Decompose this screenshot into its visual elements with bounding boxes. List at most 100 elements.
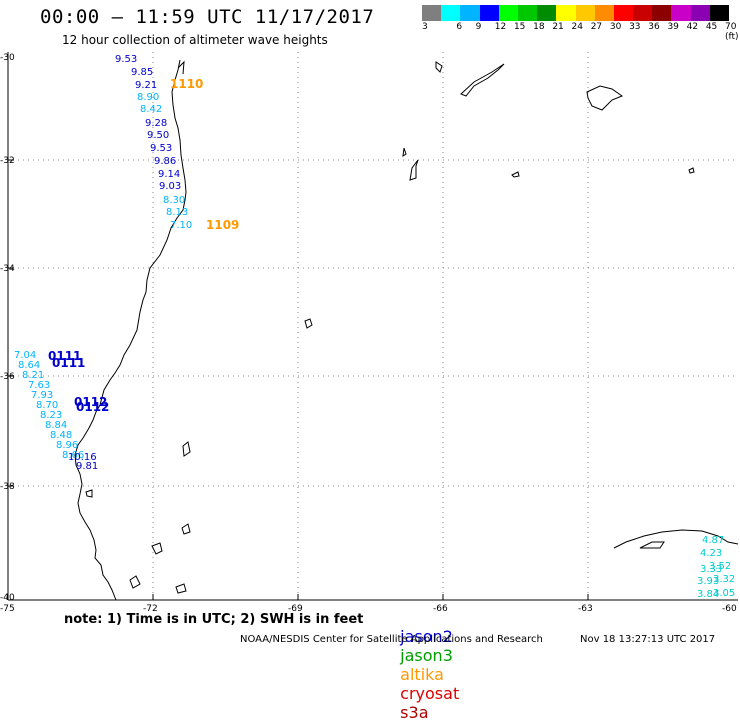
- chile-coastline: [74, 59, 187, 601]
- island: [181, 523, 191, 535]
- colorbar-swatch: [594, 5, 614, 21]
- pass-time: 0111: [48, 349, 81, 363]
- swh-value: 3.33: [700, 564, 722, 575]
- colorbar-swatch: [671, 5, 691, 21]
- colorbar-swatch: [537, 5, 557, 21]
- swh-value: 7.93: [31, 390, 53, 401]
- pass-time: 1110: [170, 77, 203, 91]
- colorbar-label: 6: [456, 22, 463, 32]
- swh-value: 4.87: [702, 535, 724, 546]
- swh-value: 9.53: [115, 54, 137, 65]
- southern-landmass: [613, 529, 739, 549]
- legend-jason3: jason3: [400, 646, 453, 665]
- swh-value: 9.85: [131, 67, 153, 78]
- island: [402, 147, 407, 158]
- swh-value: 8.66: [62, 450, 84, 461]
- lon-label: -60: [722, 604, 737, 614]
- island: [511, 171, 520, 178]
- colorbar-swatch: [652, 5, 672, 21]
- lon-label: -75: [0, 604, 15, 614]
- legend-s3a: s3a: [400, 703, 429, 722]
- lon-label: -69: [288, 604, 303, 614]
- track-north: 9.53 9.85 9.21 8.90 8.42 9.28 9.50 9.53 …: [115, 54, 239, 232]
- lon-label: -72: [143, 604, 158, 614]
- swh-value: 7.04: [14, 350, 36, 361]
- colorbar-swatch: [422, 5, 442, 21]
- swh-value: 8.64: [18, 360, 40, 371]
- lon-label: -66: [433, 604, 448, 614]
- colorbar-swatch: [517, 5, 538, 21]
- swh-value: 10.16: [68, 452, 97, 463]
- lat-label: -34: [0, 264, 15, 274]
- swh-value: 9.53: [150, 143, 172, 154]
- island: [688, 167, 695, 174]
- longitude-labels: -75 -72 -69 -66 -63 -60: [0, 604, 737, 614]
- lat-label: -32: [0, 156, 15, 166]
- swh-value: 3.32: [713, 574, 735, 585]
- island: [182, 441, 191, 457]
- swh-value: 8.21: [22, 370, 44, 381]
- map-subtitle: 12 hour collection of altimeter wave hei…: [62, 33, 328, 47]
- swh-value: 8.84: [45, 420, 67, 431]
- swh-value: 9.50: [147, 130, 169, 141]
- island: [586, 85, 624, 111]
- legend-altika: altika: [400, 665, 444, 684]
- swh-value: 9.14: [158, 169, 180, 180]
- colorbar-swatch: [575, 5, 595, 21]
- swh-value: 8.30: [163, 195, 185, 206]
- swh-value: 8.48: [50, 430, 72, 441]
- island: [304, 318, 313, 329]
- generated-timestamp: Nov 18 13:27:13 UTC 2017: [580, 634, 716, 645]
- colorbar-swatch: [556, 5, 576, 21]
- legend-cryosat: cryosat: [400, 684, 460, 703]
- colorbar-label: 24: [571, 22, 583, 32]
- island: [85, 489, 93, 498]
- colorbar-labels: 3 6 9 12 15 18 21 24 27 30 33 36 39 42 45 70 (ft): [422, 22, 739, 42]
- colorbar-swatch: [498, 5, 518, 21]
- swh-value: 8.23: [40, 410, 62, 421]
- swh-value: 9.21: [135, 80, 157, 91]
- colorbar-label: 15: [513, 22, 526, 32]
- lat-label: -38: [0, 482, 15, 492]
- swh-value: 9.28: [145, 118, 167, 129]
- pass-time: 1109: [206, 218, 239, 232]
- swh-value: 7.10: [170, 220, 192, 231]
- swh-value: 3.93: [697, 576, 719, 587]
- colorbar-label: 45: [705, 22, 718, 32]
- island: [435, 61, 443, 73]
- map-frame: [7, 52, 738, 601]
- coastline: [74, 59, 739, 601]
- island: [460, 63, 505, 97]
- swh-value: 8.90: [137, 92, 159, 103]
- lat-label: -36: [0, 372, 15, 382]
- colorbar-label: 9: [475, 22, 482, 32]
- graticule: [8, 52, 738, 600]
- swh-value: 3.52: [709, 561, 731, 572]
- colorbar-swatch: [709, 5, 729, 21]
- colorbar-label: 36: [648, 22, 660, 32]
- swh-value: 8.13: [166, 207, 188, 218]
- island: [129, 575, 141, 589]
- island: [175, 583, 187, 594]
- colorbar-label: 27: [590, 22, 603, 32]
- graticule-ticks: [8, 159, 589, 600]
- swh-value: 8.70: [36, 400, 58, 411]
- colorbar-swatch: [479, 5, 499, 21]
- colorbar-swatch: [613, 5, 634, 21]
- track-southeast: 4.87 4.23 3.52 3.33 3.93 3.32 3.84 3.05: [697, 535, 735, 600]
- colorbar-label: 33: [629, 22, 641, 32]
- colorbar-label: 3: [422, 22, 428, 32]
- latitude-labels: -30 -32 -34 -36 -38 -40: [0, 53, 15, 603]
- map-title: 00:00 – 11:59 UTC 11/17/2017: [40, 6, 375, 28]
- satellite-legend: jason2 jason3 altika cryosat s3a: [390, 608, 467, 722]
- colorbar-swatch: [460, 5, 480, 21]
- colorbar-label: 18: [533, 22, 545, 32]
- colorbar-label: 30: [609, 22, 622, 32]
- pass-time: 0112: [76, 400, 109, 414]
- lat-label: -30: [0, 53, 15, 63]
- colorbar-swatch: [690, 5, 710, 21]
- swh-value: 8.42: [140, 104, 162, 115]
- credit-text: NOAA/NESDIS Center for Satellite Applica…: [240, 634, 543, 645]
- colorbar-label: 21: [552, 22, 564, 32]
- pass-time: 0111: [52, 356, 85, 370]
